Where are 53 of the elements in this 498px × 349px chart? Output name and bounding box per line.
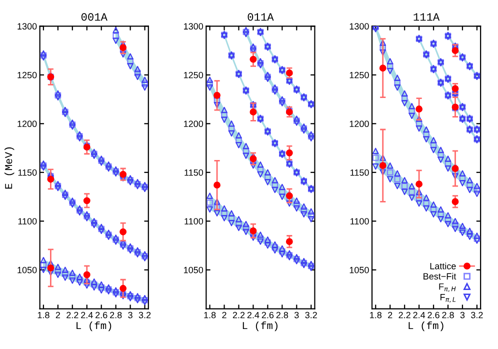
x-tick-label: 2.8 [442,312,454,318]
x-tick-label: 2.2 [232,312,245,318]
x-tick-label: 1.8 [38,312,50,318]
y-tick-label: 1300 [350,23,369,30]
legend-label: Best−Fit [424,272,456,280]
chart-title: 111A [414,13,440,21]
y-tick-label: 1300 [184,23,204,30]
y-tick-label: 1300 [18,23,37,30]
legend-label: F$_{π,L}$ [440,294,456,302]
x-tick-label: 2.8 [110,312,122,318]
legend-label: F$_{π,H}$ [439,283,456,292]
x-tick-label: 1.8 [204,312,216,318]
x-tick-label: 2.4 [81,312,93,318]
y-tick-label: 1050 [18,266,37,274]
x-tick-label: 2 [56,312,60,318]
x-tick-label: 3 [460,312,465,318]
chart-title: 001A [81,13,108,21]
x-tick-label: 3.2 [138,312,151,318]
x-tick-label: 2.8 [276,312,288,318]
x-tick-label: 2.2 [66,312,78,318]
y-tick-label: 1150 [184,169,204,176]
x-tick-label: 1.8 [370,312,382,318]
y-axis-title: E (MeV) [4,147,14,189]
x-tick-label: 2.6 [262,312,274,318]
y-tick-label: 1100 [184,218,204,224]
x-tick-label: 3 [294,312,299,318]
y-tick-label: 1250 [18,72,37,78]
x-tick-label: 2.4 [247,312,260,318]
y-tick-label: 1200 [350,120,369,128]
y-tick-label: 1150 [350,169,369,176]
x-tick-label: 2.2 [398,312,410,318]
chart-title: 011A [248,13,274,21]
x-tick-label: 2 [222,312,226,318]
x-tick-label: 2.4 [413,312,426,318]
x-tick-label: 2 [388,312,392,318]
y-tick-label: 1200 [184,120,204,128]
x-tick-label: 2.6 [96,312,108,318]
x-tick-label: 3.2 [471,312,483,318]
x-axis-title: L (fm) [76,321,112,332]
x-axis-title: L (fm) [408,321,444,332]
y-tick-label: 1050 [184,266,204,274]
y-tick-label: 1200 [18,120,37,128]
y-tick-label: 1150 [18,169,37,176]
y-tick-label: 1050 [350,266,369,274]
x-axis-title: L (fm) [242,321,278,332]
y-tick-label: 1100 [350,218,369,224]
x-tick-label: 3 [128,312,132,318]
y-tick-label: 1250 [350,72,369,78]
x-tick-label: 3.2 [305,312,317,318]
y-tick-label: 1250 [184,72,204,78]
y-tick-label: 1100 [18,218,37,224]
x-tick-label: 2.6 [428,312,440,318]
legend-label: Lattice [430,262,456,270]
